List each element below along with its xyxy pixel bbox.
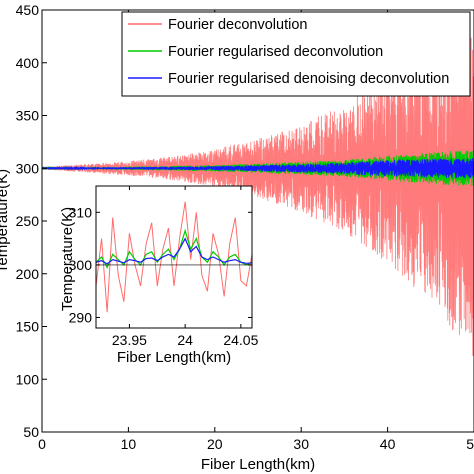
main-x-ticks: 0 10 20 30 40 50 (38, 10, 474, 452)
main-y-tick-label: 100 (16, 371, 40, 387)
main-y-tick-label: 350 (16, 108, 40, 124)
inset-series-line-1 (95, 201, 253, 313)
main-series-line-3 (41, 157, 474, 179)
main-y-ticks: 50 100 150 200 250 300 350 400 450 (16, 2, 47, 440)
legend: Fourier deconvolution Fourier regularised… (121, 11, 471, 97)
inset-y-tick-label: 290 (69, 309, 93, 325)
inset-x-tick-label: 24.05 (223, 332, 258, 348)
inset-series-group (95, 201, 253, 313)
main-y-tick-label: 200 (16, 266, 40, 282)
main-x-tick-label: 50 (466, 436, 474, 452)
main-y-tick-label: 300 (16, 160, 40, 176)
main-x-tick-label: 40 (380, 436, 396, 452)
inset-x-tick-label: 23.95 (112, 332, 147, 348)
legend-box (121, 11, 471, 97)
main-y-tick-label: 50 (23, 424, 39, 440)
legend-label-1: Fourier deconvolution (168, 17, 307, 33)
main-x-tick-label: 30 (293, 436, 309, 452)
main-x-tick-label: 20 (207, 436, 223, 452)
inset-y-ticks: 290 300 310 (69, 204, 252, 325)
inset-plot-frame (95, 185, 253, 329)
inset-x-tick-label: 24 (177, 332, 193, 348)
main-x-tick-label: 0 (38, 436, 46, 452)
inset-x-axis-label: Fiber Length(km) (117, 349, 231, 366)
main-x-axis-label: Fiber Length(km) (201, 456, 315, 473)
main-y-tick-label: 250 (16, 213, 40, 229)
legend-label-2: Fourier regularised deconvolution (168, 44, 383, 60)
main-y-tick-label: 150 (16, 319, 40, 335)
main-y-tick-label: 400 (16, 55, 40, 71)
legend-items: Fourier deconvolution Fourier regularised… (128, 17, 449, 87)
inset-x-ticks: 23.95 24 24.05 (112, 186, 259, 348)
inset-y-axis-label: Temperature(K) (59, 207, 76, 311)
inset-series-line-3 (95, 237, 253, 265)
inset-y-tick-label: 300 (69, 257, 93, 273)
main-x-tick-label: 10 (121, 436, 137, 452)
main-series-line-1 (41, 32, 474, 357)
main-y-tick-label: 450 (16, 2, 40, 18)
main-series-group (41, 32, 474, 357)
inset-y-tick-label: 310 (69, 204, 93, 220)
main-y-axis-label: Temperature(K) (0, 169, 11, 273)
legend-label-3: Fourier regularised denoising deconvolut… (168, 71, 449, 87)
